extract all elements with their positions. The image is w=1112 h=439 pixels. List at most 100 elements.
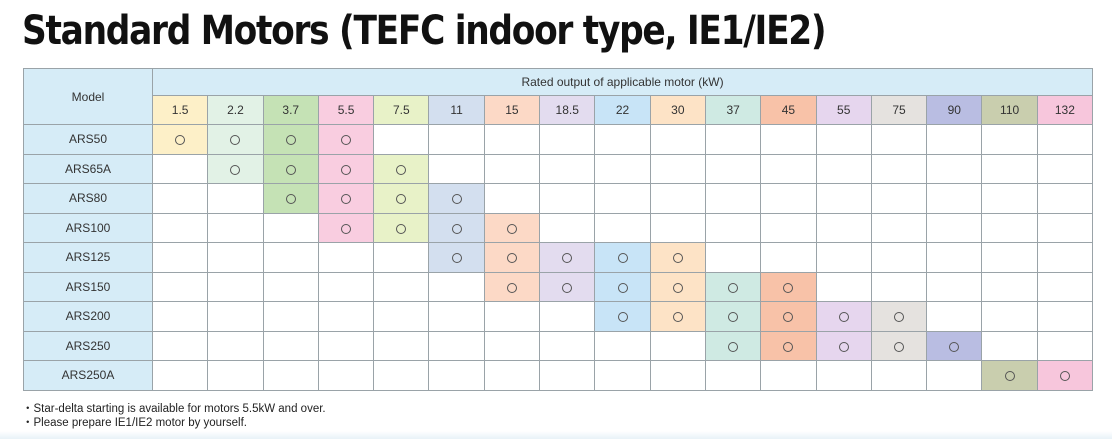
compatibility-cell [649, 242, 706, 273]
output-header-cell: 55 [815, 95, 872, 125]
applicable-circle-icon [230, 135, 241, 146]
compatibility-cell [317, 301, 375, 332]
compatibility-cell [539, 153, 596, 184]
compatibility-cell [539, 330, 596, 361]
compatibility-cell [207, 271, 264, 302]
applicable-circle-icon [617, 253, 628, 264]
compatibility-cell [151, 212, 209, 243]
compatibility-cell [981, 330, 1038, 361]
footnotes: ・Star-delta starting is available for mo… [22, 402, 326, 430]
compatibility-cell [981, 153, 1038, 184]
compatibility-cell [704, 360, 762, 391]
compatibility-cell [151, 153, 209, 184]
compatibility-cell [649, 212, 706, 243]
compatibility-cell [594, 124, 651, 155]
compatibility-cell [539, 301, 596, 332]
output-header-cell: 2.2 [207, 95, 264, 125]
model-cell: ARS200 [23, 301, 153, 332]
compatibility-cell [428, 242, 485, 273]
compatibility-cell [317, 271, 375, 302]
model-cell: ARS250A [23, 360, 153, 391]
compatibility-cell [262, 271, 319, 302]
compatibility-cell [207, 330, 264, 361]
compatibility-cell [539, 183, 596, 214]
applicable-circle-icon [728, 341, 739, 352]
table-row: ARS250A [23, 360, 1094, 391]
applicable-circle-icon [451, 253, 462, 264]
compatibility-cell [428, 153, 485, 184]
compatibility-cell [649, 301, 706, 332]
applicable-circle-icon [285, 135, 296, 146]
table-row: ARS250 [23, 330, 1094, 361]
applicable-circle-icon [451, 223, 462, 234]
applicable-circle-icon [230, 164, 241, 175]
compatibility-cell [373, 242, 430, 273]
output-header-cell: 11 [428, 95, 485, 125]
compatibility-cell [704, 242, 762, 273]
table-row: ARS50 [23, 124, 1094, 155]
compatibility-cell [1036, 183, 1094, 214]
compatibility-cell [207, 153, 264, 184]
compatibility-cell [760, 360, 817, 391]
compatibility-cell [373, 330, 430, 361]
compatibility-cell [207, 124, 264, 155]
compatibility-cell [926, 330, 983, 361]
compatibility-cell [926, 212, 983, 243]
compatibility-cell [428, 330, 485, 361]
applicable-circle-icon [728, 312, 739, 323]
compatibility-cell [373, 183, 430, 214]
compatibility-cell [870, 183, 928, 214]
compatibility-cell [815, 212, 872, 243]
compatibility-cell [815, 242, 872, 273]
output-header-cell: 30 [649, 95, 706, 125]
applicable-circle-icon [949, 341, 960, 352]
applicable-circle-icon [617, 282, 628, 293]
compatibility-cell [483, 360, 541, 391]
compatibility-cell [926, 271, 983, 302]
model-cell: ARS100 [23, 212, 153, 243]
compatibility-cell [428, 271, 485, 302]
compatibility-cell [704, 183, 762, 214]
applicable-circle-icon [341, 223, 352, 234]
applicable-circle-icon [783, 312, 794, 323]
compatibility-cell [926, 183, 983, 214]
compatibility-cell [760, 183, 817, 214]
compatibility-cell [870, 212, 928, 243]
compatibility-cell [704, 124, 762, 155]
rated-output-header: Rated output of applicable motor (kW) [151, 68, 1094, 96]
applicable-circle-icon [617, 312, 628, 323]
compatibility-cell [704, 301, 762, 332]
output-header-cell: 15 [483, 95, 541, 125]
compatibility-cell [428, 183, 485, 214]
footnote-star-delta: ・Star-delta starting is available for mo… [22, 403, 326, 415]
compatibility-cell [151, 271, 209, 302]
table-row: ARS125 [23, 242, 1094, 273]
compatibility-cell [815, 153, 872, 184]
applicable-circle-icon [672, 253, 683, 264]
compatibility-cell [373, 212, 430, 243]
compatibility-cell [649, 124, 706, 155]
applicable-circle-icon [894, 312, 904, 323]
compatibility-cell [483, 153, 541, 184]
compatibility-cell [539, 271, 596, 302]
compatibility-cell [981, 183, 1038, 214]
applicable-circle-icon [451, 194, 462, 205]
compatibility-cell [317, 360, 375, 391]
applicable-circle-icon [396, 223, 407, 234]
compatibility-cell [704, 271, 762, 302]
compatibility-cell [317, 242, 375, 273]
compatibility-cell [594, 153, 651, 184]
output-header-cell: 110 [981, 95, 1038, 125]
output-header-cell: 18.5 [539, 95, 596, 125]
compatibility-cell [704, 330, 762, 361]
compatibility-cell [1036, 301, 1094, 332]
applicable-circle-icon [562, 253, 573, 264]
output-header-cell: 75 [870, 95, 928, 125]
compatibility-cell [373, 153, 430, 184]
compatibility-cell [926, 153, 983, 184]
compatibility-cell [262, 301, 319, 332]
output-header-cell: 1.5 [151, 95, 209, 125]
header-row-rated: Model Rated output of applicable motor (… [23, 68, 1094, 125]
compatibility-cell [151, 183, 209, 214]
applicable-circle-icon [285, 194, 296, 205]
